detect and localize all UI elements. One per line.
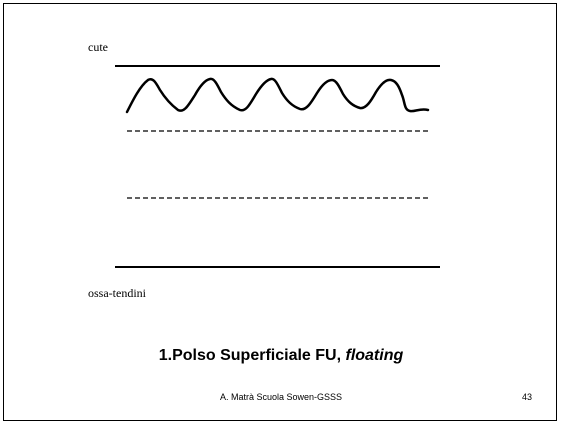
title-text: 1.Polso Superficiale FU, (159, 347, 341, 364)
title-emphasis: floating (345, 347, 403, 364)
bottom-label: ossa-tendini (88, 286, 147, 300)
slide-title: 1.Polso Superficiale FU, floating (159, 347, 404, 364)
page-number: 43 (522, 392, 532, 402)
footer-author: A. Matrà Scuola Sowen-GSSS (220, 392, 342, 402)
slide-border (3, 3, 557, 421)
pulse-wave (125, 77, 430, 114)
top-label: cute (88, 40, 108, 54)
